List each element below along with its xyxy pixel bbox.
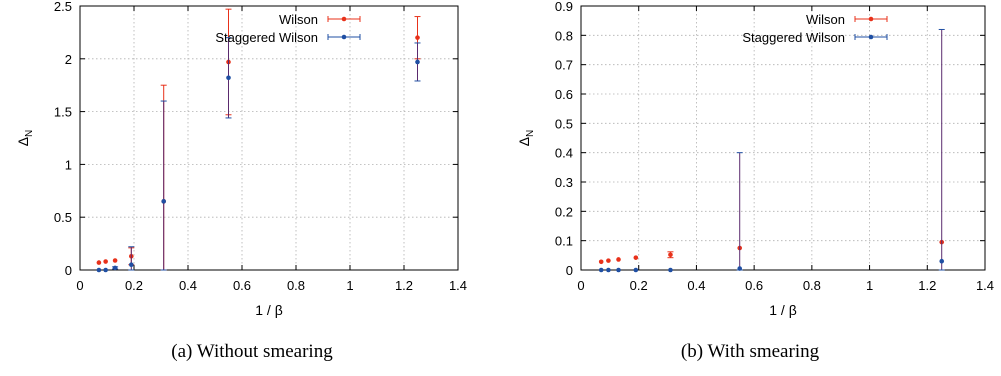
data-point bbox=[129, 262, 134, 268]
y-tick-label: 0.9 bbox=[555, 0, 573, 14]
data-point bbox=[415, 59, 420, 65]
x-tick-label: 0 bbox=[76, 278, 83, 293]
chart-caption: (a) Without smearing bbox=[171, 341, 333, 362]
x-tick-label: 0.4 bbox=[179, 278, 197, 293]
y-tick-label: 2.5 bbox=[54, 0, 72, 14]
legend-marker bbox=[868, 34, 874, 40]
y-tick-label: 0.5 bbox=[555, 116, 573, 131]
y-axis-label: ΔN bbox=[516, 130, 536, 147]
legend-label: Staggered Wilson bbox=[742, 30, 845, 45]
series-staggered-wilson bbox=[96, 37, 421, 273]
data-point bbox=[633, 255, 639, 260]
y-axis-label-subscript: N bbox=[24, 130, 35, 137]
plot-frame bbox=[79, 5, 459, 271]
data-point bbox=[103, 259, 108, 264]
x-tick-label: 0.2 bbox=[630, 278, 648, 293]
plot-frame bbox=[580, 5, 986, 271]
y-tick-label: 0.7 bbox=[555, 58, 573, 73]
y-tick-label: 1.5 bbox=[54, 105, 72, 120]
x-tick-label: 1 bbox=[866, 278, 873, 293]
chart-panel-a: 0 0.2 0.4 0.6 0.8 1 1.2 1.4 0 0.5 1 1.5 2 2.5 1 / β ΔN W… bbox=[15, 0, 467, 362]
x-tick-label: 0.2 bbox=[125, 278, 143, 293]
data-point bbox=[103, 267, 108, 273]
data-point bbox=[633, 267, 639, 273]
data-point bbox=[616, 257, 621, 262]
x-tick-label: 1.4 bbox=[976, 278, 994, 293]
data-point bbox=[96, 267, 102, 273]
data-point bbox=[112, 258, 118, 263]
data-point bbox=[415, 35, 420, 40]
x-tick-label: 1.4 bbox=[449, 278, 467, 293]
x-tick-label: 1.2 bbox=[395, 278, 413, 293]
data-point bbox=[226, 75, 231, 81]
data-point bbox=[112, 265, 118, 271]
legend-marker bbox=[341, 34, 347, 40]
y-tick-label: 0.3 bbox=[555, 175, 573, 190]
y-tick-label: 0.1 bbox=[555, 234, 573, 249]
y-tick-label: 0.4 bbox=[555, 146, 573, 161]
legend: Wilson Staggered Wilson bbox=[742, 12, 888, 45]
y-axis-label-main: Δ bbox=[516, 137, 532, 146]
y-tick-label: 0 bbox=[566, 263, 573, 278]
data-point bbox=[668, 252, 673, 258]
y-axis-label-subscript: N bbox=[525, 130, 536, 137]
data-point bbox=[161, 199, 166, 204]
data-point bbox=[96, 260, 102, 265]
y-tick-label: 2 bbox=[65, 52, 72, 67]
x-axis-label: 1 / β bbox=[769, 302, 797, 318]
x-tick-label: 0 bbox=[577, 278, 584, 293]
y-axis-label: ΔN bbox=[15, 130, 35, 147]
x-tick-label: 0.8 bbox=[803, 278, 821, 293]
chart-panel-b: 0 0.2 0.4 0.6 0.8 1 1.2 1.4 0 0.1 0.2 0.3 0.4 0.5 0.6 0… bbox=[516, 0, 994, 362]
chart-caption: (b) With smearing bbox=[681, 341, 820, 362]
series-staggered-wilson bbox=[598, 28, 945, 273]
y-tick-label: 1 bbox=[65, 157, 72, 172]
y-tick-label: 0 bbox=[65, 263, 72, 278]
data-point bbox=[737, 266, 743, 271]
series-wilson bbox=[598, 239, 945, 265]
x-tick-label: 1.2 bbox=[918, 278, 936, 293]
data-point bbox=[616, 267, 621, 273]
legend-label: Wilson bbox=[279, 12, 318, 27]
x-axis-label: 1 / β bbox=[255, 302, 283, 318]
legend-marker bbox=[341, 16, 347, 22]
data-point bbox=[668, 267, 673, 273]
legend-label: Wilson bbox=[806, 12, 845, 27]
y-tick-label: 0.2 bbox=[555, 204, 573, 219]
data-point bbox=[598, 259, 604, 265]
y-tick-label: 0.5 bbox=[54, 210, 72, 225]
series-wilson bbox=[96, 8, 421, 271]
data-point bbox=[939, 258, 945, 264]
legend: Wilson Staggered Wilson bbox=[215, 12, 361, 45]
legend-marker bbox=[868, 16, 874, 22]
y-axis-label-main: Δ bbox=[15, 137, 31, 146]
x-tick-label: 1 bbox=[346, 278, 353, 293]
grid bbox=[80, 6, 458, 270]
x-tick-label: 0.6 bbox=[233, 278, 251, 293]
x-tick-label: 0.4 bbox=[687, 278, 705, 293]
data-point bbox=[606, 267, 611, 273]
legend-label: Staggered Wilson bbox=[215, 30, 318, 45]
x-tick-label: 0.6 bbox=[745, 278, 763, 293]
y-tick-label: 0.6 bbox=[555, 87, 573, 102]
data-point bbox=[606, 258, 611, 263]
grid bbox=[581, 6, 985, 270]
x-tick-label: 0.8 bbox=[287, 278, 305, 293]
y-tick-label: 0.8 bbox=[555, 28, 573, 43]
data-point bbox=[598, 267, 604, 273]
